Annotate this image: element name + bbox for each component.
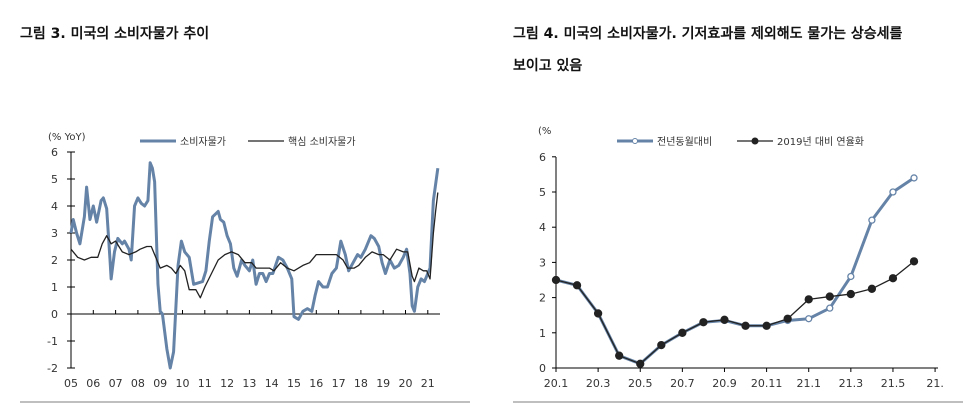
- x-tick-label: 14: [265, 377, 279, 390]
- x-tick-label: 05: [64, 377, 78, 390]
- legend-label: 2019년 대비 연율화: [777, 136, 864, 148]
- x-tick-label: 12: [220, 377, 234, 390]
- legend-label: 핵심 소비자물가: [288, 136, 356, 148]
- x-tick-label: 21.5: [881, 377, 906, 390]
- y-axis-label: (%: [538, 126, 551, 137]
- data-point: [615, 351, 624, 360]
- legend-label: 소비자물가: [180, 136, 226, 148]
- y-tick-label: -1: [47, 335, 58, 348]
- y-tick-label: 3: [539, 256, 546, 269]
- data-point: [825, 292, 834, 301]
- x-tick-label: 18: [354, 377, 368, 390]
- x-tick-label: 19: [376, 377, 390, 390]
- data-point: [720, 315, 729, 324]
- data-point: [762, 321, 771, 330]
- x-tick-label: 07: [109, 377, 123, 390]
- x-tick-label: 20.1: [544, 377, 569, 390]
- x-tick-label: 20: [399, 377, 413, 390]
- data-point: [572, 281, 582, 290]
- y-tick-label: 4: [539, 221, 546, 234]
- y-tick-label: 2: [539, 292, 546, 305]
- data-point: [551, 275, 561, 285]
- x-tick-label: 06: [86, 377, 100, 390]
- y-tick-label: 2: [51, 254, 58, 267]
- y-tick-label: 0: [539, 362, 546, 375]
- data-point: [805, 315, 813, 323]
- x-tick-label: 08: [131, 377, 145, 390]
- series-line-cpi: [69, 161, 440, 370]
- data-point: [888, 274, 898, 283]
- x-tick-label: 20.3: [586, 377, 611, 390]
- x-tick-label: 15: [287, 377, 301, 390]
- data-point: [636, 359, 645, 368]
- x-tick-label: 09: [153, 377, 167, 390]
- data-point: [846, 289, 855, 299]
- figure-3-title: 그림 3. 미국의 소비자물가 추이: [20, 26, 210, 42]
- x-tick-label: 21: [421, 377, 435, 390]
- y-tick-label: 1: [539, 327, 546, 340]
- y-tick-label: -2: [47, 362, 58, 375]
- series-line-core-cpi: [70, 192, 439, 299]
- x-tick-label: 20.9: [712, 377, 737, 390]
- x-tick-label: 11: [198, 377, 212, 390]
- data-point: [699, 318, 708, 327]
- y-tick-label: 6: [51, 146, 58, 159]
- data-point: [868, 216, 876, 224]
- series-line-1: [555, 260, 915, 365]
- y-tick-label: 5: [51, 173, 58, 186]
- x-tick-label: 13: [242, 377, 256, 390]
- legend-marker: [751, 137, 759, 145]
- data-point: [783, 314, 792, 323]
- data-point: [847, 272, 855, 281]
- legend-label: 전년동월대비: [657, 136, 712, 148]
- data-point: [678, 328, 687, 337]
- y-tick-label: 4: [51, 200, 58, 213]
- data-point: [593, 309, 603, 318]
- figure-4-title-line1: 그림 4. 미국의 소비자물가. 기저효과를 제외해도 물가는 상승세를: [513, 26, 903, 42]
- figure-4-title-line2: 보이고 있음: [513, 58, 583, 74]
- x-tick-label: 17: [332, 377, 346, 390]
- data-point: [910, 174, 918, 182]
- data-point: [804, 295, 813, 304]
- x-tick-label: 21.: [926, 377, 944, 390]
- figure-4-title: 그림 4. 미국의 소비자물가. 기저효과를 제외해도 물가는 상승세를 보이고…: [513, 18, 902, 82]
- y-axis-label: (% YoY): [48, 132, 86, 143]
- x-tick-label: 20.7: [670, 377, 695, 390]
- x-tick-label: 21.1: [796, 377, 821, 390]
- data-point: [889, 188, 897, 196]
- x-tick-label: 16: [309, 377, 323, 390]
- data-point: [867, 284, 877, 293]
- x-tick-label: 20.11: [751, 377, 783, 390]
- x-tick-label: 10: [176, 377, 190, 390]
- data-point: [741, 321, 750, 330]
- data-point: [657, 340, 666, 350]
- legend-marker: [632, 138, 638, 144]
- x-tick-label: 20.5: [628, 377, 653, 390]
- data-point: [826, 304, 834, 312]
- y-tick-label: 6: [539, 151, 546, 164]
- y-tick-label: 5: [539, 186, 546, 199]
- x-tick-label: 21.3: [839, 377, 864, 390]
- y-tick-label: 1: [51, 281, 58, 294]
- data-point: [909, 257, 919, 266]
- y-tick-label: 3: [51, 227, 58, 240]
- y-tick-label: 0: [51, 308, 58, 321]
